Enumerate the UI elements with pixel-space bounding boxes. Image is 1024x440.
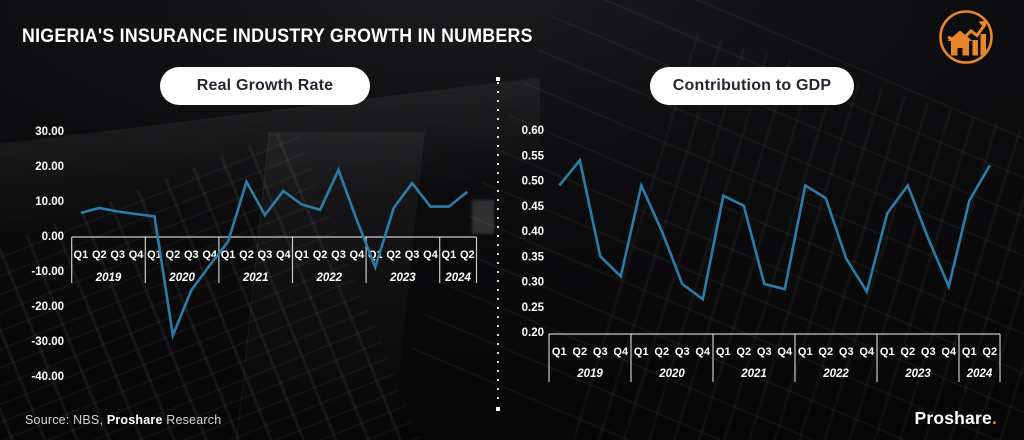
quarter-label: Q2: [460, 249, 475, 261]
quarter-label: Q3: [331, 249, 346, 261]
house-roof: [947, 30, 973, 41]
chart-title-contribution-gdp: Contribution to GDP: [672, 77, 832, 94]
year-label: 2024: [966, 368, 993, 380]
quarter-label: Q2: [313, 249, 328, 261]
quarter-label: Q3: [593, 346, 608, 358]
y-tick-label: 10.00: [35, 196, 64, 208]
quarter-label: Q3: [921, 346, 936, 358]
growth-arrow-zigzag: [947, 23, 987, 45]
y-tick-label: -30.00: [31, 336, 64, 348]
growth-arrow-head: [978, 20, 988, 29]
quarter-label: Q4: [129, 249, 145, 261]
quarter-label: Q2: [900, 346, 915, 358]
quarter-label: Q4: [350, 249, 366, 261]
dotted-divider: [496, 77, 500, 411]
y-tick-label: 20.00: [35, 161, 64, 173]
data-line: [558, 157, 991, 302]
quarter-label: Q2: [386, 249, 401, 261]
y-tick-label: 0.45: [522, 201, 545, 213]
quarter-label: Q1: [552, 346, 567, 358]
quarter-label: Q3: [110, 249, 125, 261]
y-tick-label: 0.25: [522, 302, 545, 314]
quarter-label: Q1: [442, 249, 457, 261]
quarter-label: Q4: [941, 346, 957, 358]
icon-circle-outline: [939, 10, 993, 64]
y-tick-label: 0.20: [522, 327, 544, 339]
quarter-label: Q4: [777, 346, 793, 358]
quarter-label: Q3: [757, 346, 772, 358]
quarter-label: Q1: [880, 346, 895, 358]
proshare-logo-dot: .: [991, 408, 997, 428]
source-note: Source: NBS, Proshare Research: [25, 413, 221, 427]
quarter-label: Q4: [695, 346, 711, 358]
y-tick-label: -20.00: [31, 301, 64, 313]
year-label: 2020: [168, 272, 195, 284]
source-brand: Proshare: [106, 413, 163, 427]
chart-title-pill-real-growth-rate: Real Growth Rate: [160, 67, 370, 105]
chart-title-pill-contribution-gdp: Contribution to GDP: [650, 67, 854, 105]
year-label: 2023: [904, 368, 931, 380]
chart-title-real-growth-rate: Real Growth Rate: [196, 77, 334, 94]
quarter-label: Q3: [839, 346, 854, 358]
year-label: 2019: [95, 272, 122, 284]
year-label: 2020: [658, 368, 685, 380]
quarter-label: Q4: [613, 346, 629, 358]
page-title: NIGERIA'S INSURANCE INDUSTRY GROWTH IN N…: [22, 25, 533, 47]
quarter-label: Q2: [92, 249, 107, 261]
year-label: 2021: [242, 272, 269, 284]
y-tick-label: 0.00: [42, 231, 64, 243]
y-tick-label: 30.00: [35, 126, 64, 138]
y-tick-label: 0.40: [522, 226, 544, 238]
year-label: 2021: [740, 368, 767, 380]
house-door: [957, 48, 963, 56]
quarter-label: Q1: [634, 346, 649, 358]
quarter-label: Q1: [294, 249, 309, 261]
quarter-label: Q3: [405, 249, 420, 261]
quarter-label: Q1: [962, 346, 977, 358]
proshare-logo-text: Proshare: [914, 408, 992, 428]
source-suffix: Research: [162, 413, 222, 427]
year-label: 2023: [389, 272, 416, 284]
quarter-label: Q3: [184, 249, 199, 261]
quarter-label: Q1: [74, 249, 89, 261]
quarter-label: Q2: [982, 346, 997, 358]
quarter-label: Q4: [423, 249, 439, 261]
y-tick-label: -40.00: [31, 371, 64, 383]
y-tick-label: -10.00: [31, 266, 64, 278]
quarter-label: Q4: [859, 346, 875, 358]
y-tick-label: 0.55: [522, 150, 545, 162]
quarter-label: Q3: [258, 249, 273, 261]
quarter-label: Q2: [654, 346, 669, 358]
y-tick-label: 0.35: [522, 251, 545, 263]
quarter-label: Q2: [818, 346, 833, 358]
quarter-label: Q1: [147, 249, 162, 261]
year-label: 2024: [444, 272, 471, 284]
quarter-label: Q1: [716, 346, 731, 358]
quarter-label: Q4: [276, 249, 292, 261]
year-label: 2022: [316, 272, 343, 284]
quarter-label: Q2: [736, 346, 751, 358]
background-light-patch: [472, 200, 494, 234]
real-growth-rate-line-chart: 30.00 20.00 10.00 0.00 -10.00 -20.00 -30.00 -40…: [31, 126, 478, 383]
quarter-label: Q3: [675, 346, 690, 358]
year-label: 2022: [822, 368, 849, 380]
quarter-label: Q2: [239, 249, 254, 261]
y-tick-label: 0.30: [522, 277, 544, 289]
quarter-label: Q2: [572, 346, 587, 358]
bar-short: [972, 40, 978, 56]
quarter-label: Q1: [221, 249, 236, 261]
contribution-to-gdp-line-chart: 0.60 0.55 0.50 0.45 0.40 0.35 0.30 0.25 0.20 Q1 Q2…: [522, 125, 1001, 382]
data-line: [80, 166, 469, 341]
house-growth-arrow-icon: [939, 10, 993, 64]
y-tick-label: 0.50: [522, 176, 544, 188]
y-tick-label: 0.60: [522, 125, 544, 137]
bar-tall: [980, 34, 986, 56]
proshare-logo: Proshare.: [914, 408, 997, 429]
quarter-label: Q1: [798, 346, 813, 358]
quarter-label: Q2: [166, 249, 181, 261]
year-label: 2019: [576, 368, 603, 380]
source-prefix: Source: NBS,: [25, 413, 107, 427]
